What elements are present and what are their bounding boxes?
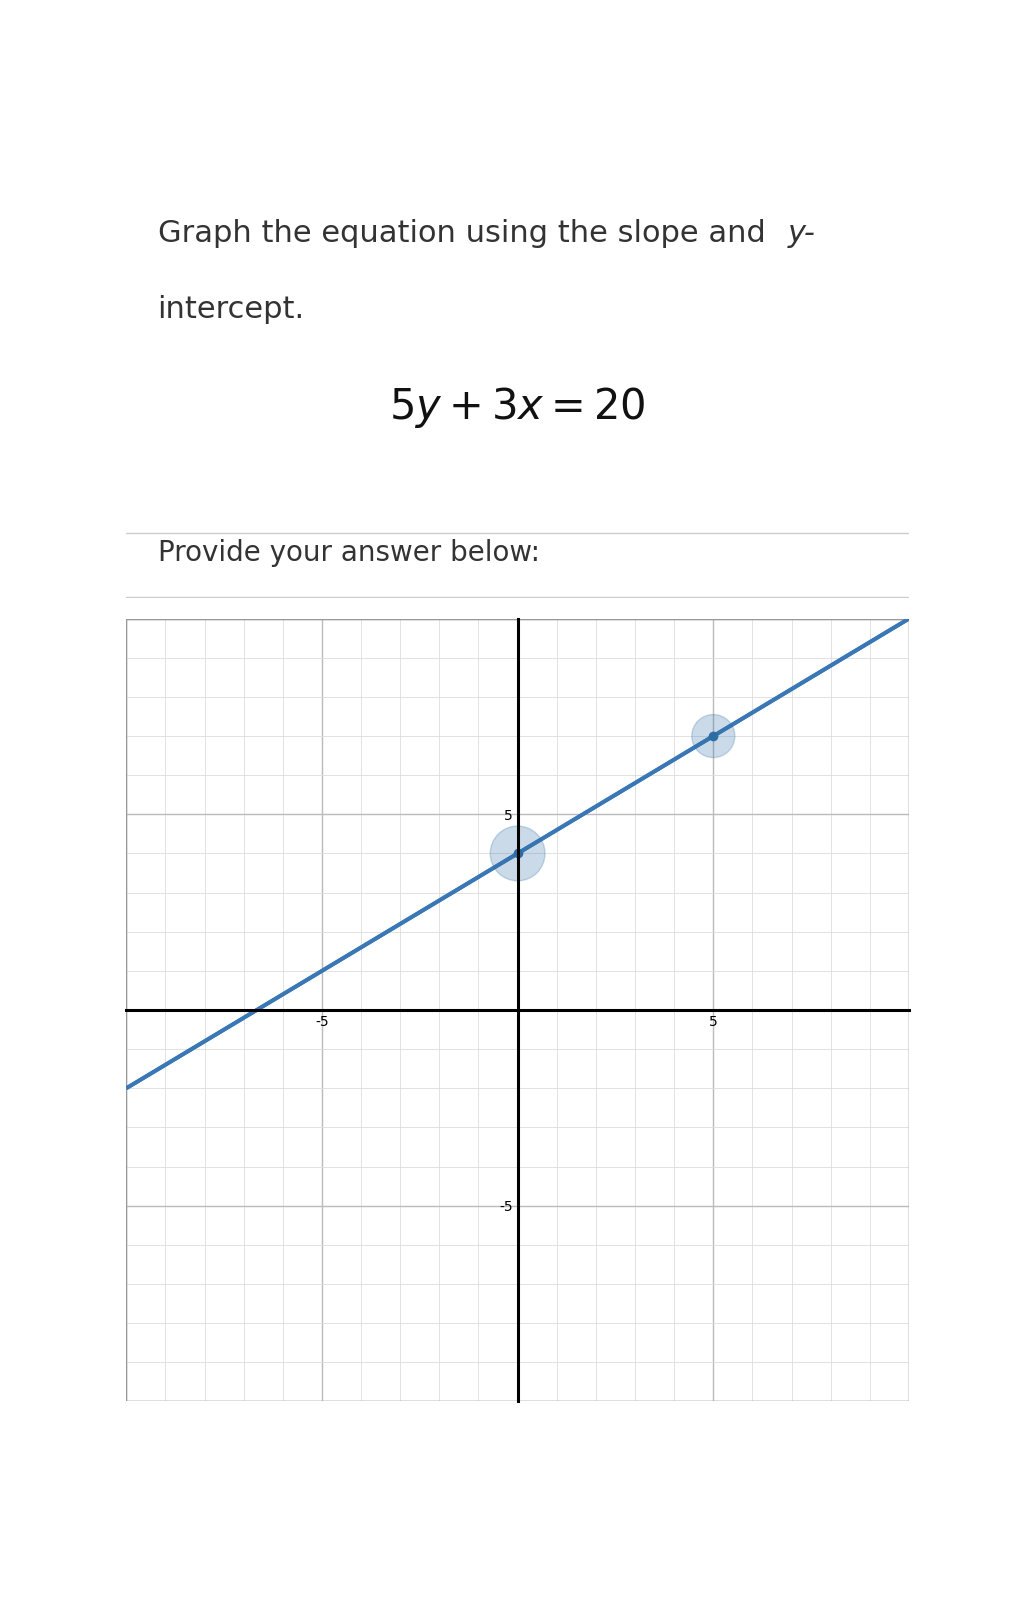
Text: intercept.: intercept. — [158, 296, 305, 324]
Text: Graph the equation using the slope and: Graph the equation using the slope and — [158, 219, 775, 248]
Circle shape — [490, 826, 545, 880]
Circle shape — [692, 714, 735, 757]
Text: $5y + 3x = 20$: $5y + 3x = 20$ — [389, 385, 646, 430]
Text: Provide your answer below:: Provide your answer below: — [158, 540, 539, 567]
Text: y-: y- — [788, 219, 815, 248]
